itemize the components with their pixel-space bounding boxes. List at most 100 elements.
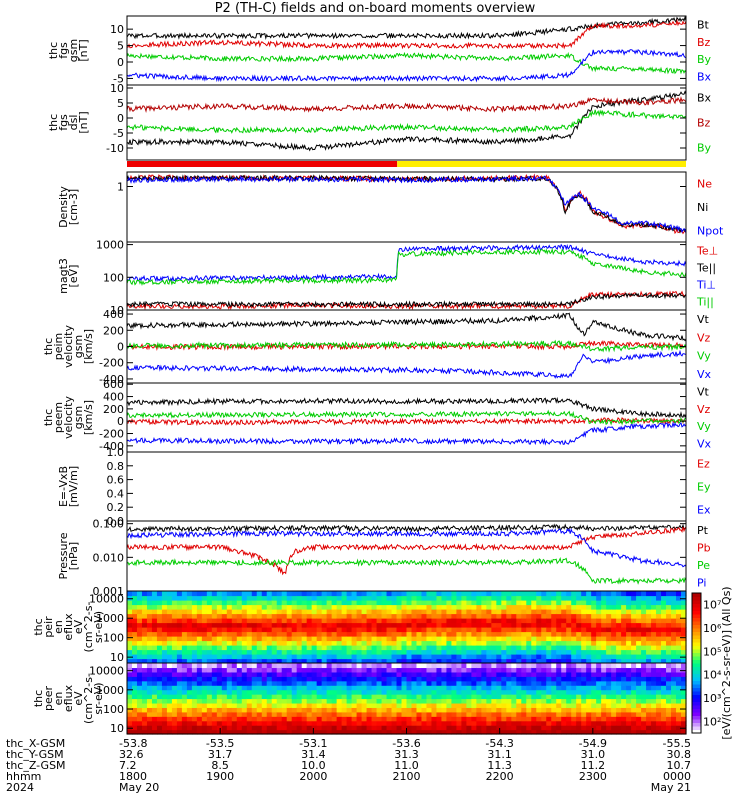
spectrogram-cell bbox=[681, 707, 687, 713]
spectrogram-cell bbox=[441, 618, 448, 624]
spectrogram-cell bbox=[266, 694, 273, 700]
spectrogram-cell bbox=[236, 720, 243, 726]
spectrogram-cell bbox=[396, 711, 403, 717]
spectrogram-cell bbox=[596, 645, 602, 651]
spectrogram-cell bbox=[161, 729, 168, 735]
spectrogram-cell bbox=[671, 627, 677, 633]
y-axis-label: [eV] bbox=[67, 265, 80, 288]
y-tick-label: 1000 bbox=[96, 684, 124, 697]
spectrogram-cell bbox=[611, 654, 617, 660]
spectrogram-cell bbox=[641, 591, 647, 597]
spectrogram-cell bbox=[636, 604, 642, 610]
spectrogram-cell bbox=[266, 645, 273, 651]
spectrogram-cell bbox=[441, 676, 448, 682]
spectrogram-cell bbox=[531, 694, 537, 700]
spectrogram-cell bbox=[176, 676, 183, 682]
spectrogram-cell bbox=[496, 604, 502, 610]
spectrogram-cell bbox=[181, 631, 188, 637]
spectrogram-cell bbox=[511, 689, 517, 695]
spectrogram-cell bbox=[256, 609, 263, 615]
spectrogram-cell bbox=[601, 658, 607, 664]
spectrogram-cell bbox=[306, 591, 313, 597]
spectrogram-cell bbox=[611, 658, 617, 664]
spectrogram-cell bbox=[201, 707, 208, 713]
spectrogram-cell bbox=[396, 729, 403, 735]
spectrogram-cell bbox=[461, 631, 467, 637]
spectrogram-cell bbox=[681, 613, 687, 619]
spectrogram-cell bbox=[201, 658, 208, 664]
spectrogram-cell bbox=[661, 658, 667, 664]
spectrogram-cell bbox=[191, 654, 198, 660]
spectrogram-cell bbox=[131, 636, 138, 642]
spectrogram-cell bbox=[161, 707, 168, 713]
spectrogram-cell bbox=[546, 645, 552, 651]
spectrogram-cell bbox=[151, 676, 158, 682]
spectrogram-cell bbox=[491, 600, 497, 606]
spectrogram-cell bbox=[466, 689, 472, 695]
spectrogram-cell bbox=[591, 595, 597, 601]
spectrogram-cell bbox=[316, 618, 323, 624]
spectrogram-cell bbox=[471, 689, 477, 695]
spectrogram-cell bbox=[381, 627, 388, 633]
spectrogram-cell bbox=[591, 627, 597, 633]
spectrogram-cell bbox=[321, 636, 328, 642]
spectrogram-cell bbox=[356, 613, 363, 619]
spectrogram-cell bbox=[156, 707, 163, 713]
spectrogram-cell bbox=[236, 680, 243, 686]
spectrogram-cell bbox=[631, 671, 637, 677]
spectrogram-cell bbox=[661, 654, 667, 660]
spectrogram-cell bbox=[536, 671, 542, 677]
spectrogram-cell bbox=[156, 591, 163, 597]
spectrogram-cell bbox=[271, 702, 278, 708]
spectrogram-cell bbox=[276, 631, 283, 637]
spectrogram-cell bbox=[231, 658, 238, 664]
spectrogram-cell bbox=[241, 694, 248, 700]
spectrogram-cell bbox=[251, 671, 258, 677]
spectrogram-cell bbox=[411, 698, 418, 704]
series-line-Bx bbox=[126, 48, 687, 83]
spectrogram-cell bbox=[186, 689, 193, 695]
spectrogram-cell bbox=[296, 720, 303, 726]
spectrogram-cell bbox=[501, 689, 507, 695]
spectrogram-cell bbox=[431, 698, 438, 704]
spectrogram-cell bbox=[506, 685, 512, 691]
spectrogram-cell bbox=[626, 725, 632, 731]
spectrogram-cell bbox=[636, 702, 642, 708]
spectrogram-cell bbox=[336, 622, 343, 628]
spectrogram-cell bbox=[231, 654, 238, 660]
spectrogram-cell bbox=[356, 729, 363, 735]
spectrogram-cell bbox=[251, 658, 258, 664]
spectrogram-cell bbox=[451, 667, 458, 673]
spectrogram-cell bbox=[526, 622, 532, 628]
spectrogram-cell bbox=[381, 600, 388, 606]
spectrogram-cell bbox=[306, 671, 313, 677]
spectrogram-cell bbox=[301, 698, 308, 704]
spectrogram-cell bbox=[491, 694, 497, 700]
spectrogram-cell bbox=[616, 685, 622, 691]
spectrogram-cell bbox=[666, 676, 672, 682]
spectrogram-cell bbox=[651, 698, 657, 704]
spectrogram-cell bbox=[251, 618, 258, 624]
spectrogram-cell bbox=[596, 618, 602, 624]
spectrogram-cell bbox=[466, 627, 472, 633]
spectrogram-cell bbox=[561, 618, 567, 624]
spectrogram-cell bbox=[361, 627, 368, 633]
spectrogram-cell bbox=[526, 685, 532, 691]
spectrogram-cell bbox=[286, 689, 293, 695]
spectrogram-cell bbox=[421, 694, 428, 700]
spectrogram-cell bbox=[151, 622, 158, 628]
spectrogram-cell bbox=[601, 640, 607, 646]
spectrogram-cell bbox=[591, 645, 597, 651]
spectrogram-cell bbox=[596, 716, 602, 722]
spectrogram-cell bbox=[136, 658, 143, 664]
spectrogram-cell bbox=[441, 645, 448, 651]
spectrogram-cell bbox=[471, 600, 477, 606]
spectrogram-cell bbox=[606, 667, 612, 673]
spectrogram-cell bbox=[566, 667, 572, 673]
spectrogram-cell bbox=[456, 729, 463, 735]
spectrogram-cell bbox=[661, 613, 667, 619]
spectrogram-cell bbox=[591, 609, 597, 615]
spectrogram-cell bbox=[381, 720, 388, 726]
spectrogram-cell bbox=[536, 645, 542, 651]
spectrogram-cell bbox=[246, 676, 253, 682]
